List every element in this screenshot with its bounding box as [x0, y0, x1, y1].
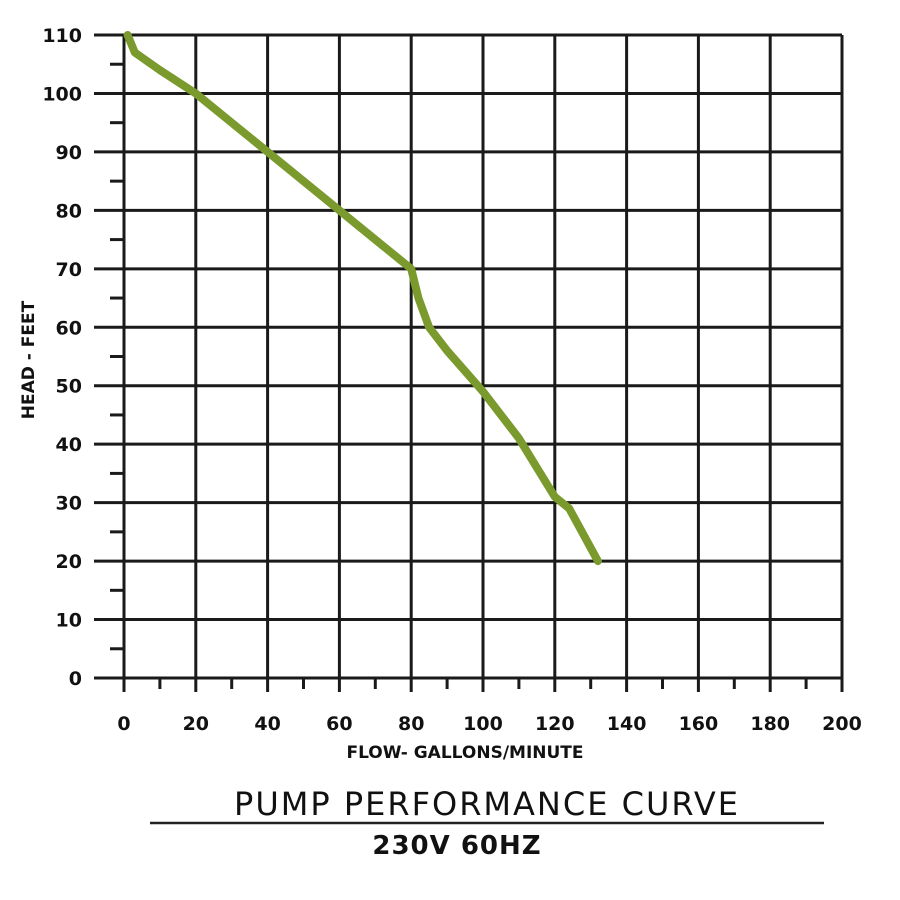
chart-title: PUMP PERFORMANCE CURVE [234, 785, 740, 823]
y-tick-label: 70 [56, 259, 82, 281]
y-tick-label: 20 [56, 551, 82, 573]
x-tick-label: 60 [326, 713, 352, 735]
x-tick-label: 20 [183, 713, 209, 735]
x-tick-label: 120 [535, 713, 575, 735]
minor-ticks [110, 62, 844, 692]
x-tick-label: 80 [398, 713, 424, 735]
x-tick-label: 40 [254, 713, 280, 735]
y-tick-label: 80 [56, 200, 82, 222]
y-tick-label: 60 [56, 317, 82, 339]
y-tick-label: 10 [56, 610, 82, 632]
y-tick-label: 50 [56, 376, 82, 398]
y-tick-label: 0 [69, 668, 82, 690]
y-tick-label: 110 [42, 25, 82, 47]
x-tick-label: 160 [679, 713, 719, 735]
x-axis-title: FLOW- GALLONS/MINUTE [346, 743, 583, 763]
y-tick-label: 30 [56, 493, 82, 515]
x-tick-label: 100 [463, 713, 503, 735]
x-tick-labels: 0 20 40 60 80 100 120 140 160 180 200 [117, 713, 861, 735]
performance-curve-line [123, 31, 602, 566]
y-tick-label: 100 [42, 83, 82, 105]
y-tick-label: 90 [56, 142, 82, 164]
x-tick-label: 140 [607, 713, 647, 735]
y-tick-label: 40 [56, 434, 82, 456]
x-tick-label: 200 [822, 713, 862, 735]
x-tick-label: 0 [117, 713, 130, 735]
y-axis-title: HEAD - FEET [19, 300, 39, 419]
x-tick-label: 180 [750, 713, 790, 735]
chart-subtitle: 230V 60HZ [372, 831, 541, 861]
grid [94, 33, 844, 680]
series-layer [123, 31, 602, 566]
y-tick-labels: 0 10 20 30 40 50 60 70 80 90 100 110 [42, 25, 82, 690]
